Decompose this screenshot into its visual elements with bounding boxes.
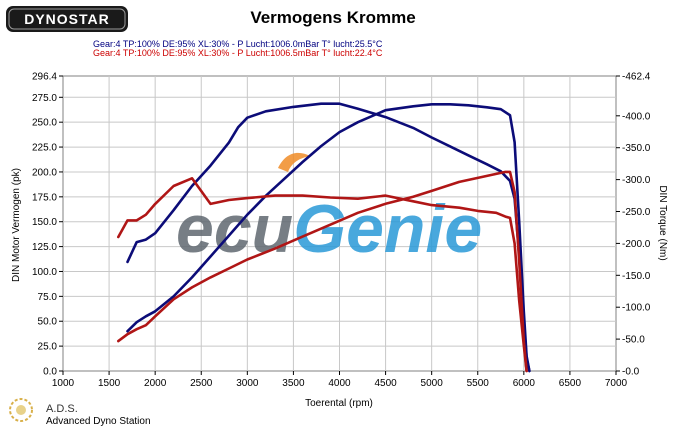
y-right-tick-label: -50.0 [622,335,645,346]
x-tick-label: 2500 [190,378,213,389]
x-tick-label: 5000 [421,378,444,389]
y-right-tick-label: -150.0 [622,271,651,282]
y-right-tick-label: -0.0 [622,367,640,378]
y-left-tick-label: 100.0 [32,267,57,278]
y-right-tick-label: -400.0 [622,111,651,122]
y-right-tick-label: -462.4 [622,72,651,83]
ads-subtitle: Advanced Dyno Station [46,416,151,427]
y-left-tick-label: 0.0 [43,367,57,378]
x-axis-label: Toerental (rpm) [305,398,373,409]
y-left-tick-label: 50.0 [38,317,58,328]
series-lines [117,102,531,373]
y-left-tick-label: 25.0 [38,342,58,353]
ads-logo: A.D.S. Advanced Dyno Station [9,398,151,427]
series-line-power-3 [117,170,528,373]
series-line-power-1 [126,103,531,373]
y-right-tick-label: -200.0 [622,239,651,250]
ads-logo-icon [9,398,33,422]
y-right-tick-label: -350.0 [622,143,651,154]
x-tick-label: 1000 [52,378,75,389]
x-tick-label: 2000 [144,378,167,389]
y-left-tick-label: 250.0 [32,118,57,129]
x-tick-label: 3500 [282,378,305,389]
axis-ticks: 1000 1500 2000 2500 3000 3500 4000 4500 5000 5500… [32,72,651,390]
x-tick-label: 6000 [513,378,536,389]
logo-text: DYNOSTAR [24,11,110,27]
x-tick-label: 3000 [236,378,259,389]
y-left-tick-label: 275.0 [32,93,57,104]
watermark-flame-icon [278,152,310,172]
y-left-tick-label: 200.0 [32,167,57,178]
dynostar-logo: DYNOSTAR [6,6,128,32]
y-left-tick-label: 150.0 [32,217,57,228]
series-line-torque-0 [126,102,531,373]
x-tick-label: 4000 [328,378,351,389]
y-right-tick-label: -250.0 [622,207,651,218]
chart-title: Vermogens Kromme [250,8,415,27]
y-left-tick-label: 75.0 [38,292,58,303]
ads-brand: A.D.S. [46,403,78,415]
y-left-tick-label: 125.0 [32,242,57,253]
run-info-1: Gear:4 TP:100% DE:95% XL:30% - P Lucht:1… [93,39,383,49]
y-left-tick-label: 175.0 [32,192,57,203]
y-axis-label-left: DIN Motor Vermogen (pk) [11,168,22,282]
watermark-text: ecuGenie [176,191,482,267]
y-right-tick-label: -100.0 [622,303,651,314]
x-tick-label: 1500 [98,378,121,389]
y-left-tick-label: 296.4 [32,72,57,83]
x-tick-label: 7000 [605,378,628,389]
y-right-tick-label: -300.0 [622,175,651,186]
y-left-tick-label: 225.0 [32,143,57,154]
x-tick-label: 4500 [374,378,397,389]
series-line-torque-2 [117,177,528,373]
run-info-2: Gear:4 TP:100% DE:95% XL:30% - P Lucht:1… [93,48,383,58]
y-axis-label-right: DIN Torque (Nm) [657,185,668,260]
watermark: ecuGenie [176,152,482,267]
x-tick-label: 6500 [559,378,582,389]
x-tick-label: 5500 [467,378,490,389]
